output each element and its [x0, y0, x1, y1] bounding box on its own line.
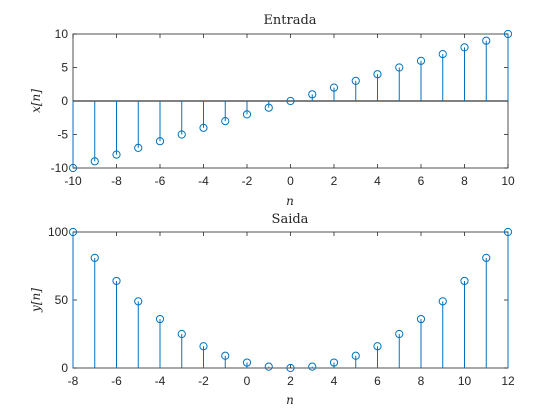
stem-marker: [286, 363, 295, 373]
stem-marker: [460, 43, 469, 52]
y-tick-label: 0: [61, 94, 68, 108]
stem-marker: [395, 329, 404, 339]
stem-marker: [155, 314, 165, 324]
chart-title: Entrada: [263, 13, 316, 28]
stem-marker: [112, 276, 121, 286]
x-tick-label: 0: [244, 374, 251, 388]
x-tick-label: 6: [418, 174, 425, 188]
plot-entrada: Entrada -10 -8 -6 -4 -2 0 2 4 6 8 10 -10 -5 0 5 10 n x[…: [29, 13, 515, 208]
stem-marker: [264, 103, 273, 112]
stem-marker: [177, 329, 186, 339]
stem-marker: [134, 143, 143, 152]
x-tick-label: 12: [501, 374, 515, 388]
stem-marker: [351, 76, 360, 86]
stem-marker: [68, 227, 78, 237]
stem-marker: [416, 56, 426, 65]
stem-marker: [482, 253, 491, 262]
x-axis-label: n: [286, 194, 294, 208]
x-tick-label: -2: [198, 374, 209, 388]
stem-marker: [199, 342, 208, 351]
x-tick-label: -6: [111, 374, 122, 388]
y-tick-label: 0: [61, 361, 68, 375]
stem-marker: [221, 117, 230, 126]
stem-marker: [329, 358, 339, 367]
y-axis-label: y[n]: [29, 288, 43, 313]
x-tick-label: 10: [501, 174, 515, 188]
x-tick-label: 2: [331, 174, 338, 188]
plot-saida: Saida -8 -6 -4 -2 0 2 4 6 8 10 12 0 50 100 n y[n]: [29, 212, 515, 407]
x-tick-label: -4: [155, 374, 166, 388]
chart-title: Saida: [272, 212, 309, 227]
y-tick-label: 10: [55, 27, 69, 41]
stem-marker: [351, 351, 360, 360]
stem-marker: [482, 36, 491, 45]
stem-marker: [308, 362, 317, 371]
y-tick-label: -5: [57, 128, 68, 142]
x-tick-label: 0: [287, 174, 294, 188]
stem-marker: [199, 123, 208, 132]
axes-frame: [72, 231, 509, 369]
x-tick-label: 8: [418, 374, 425, 388]
x-tick-label: 10: [458, 374, 472, 388]
stem-marker: [112, 150, 121, 159]
stem-marker: [395, 63, 404, 72]
x-tick-label: -4: [198, 174, 209, 188]
stem-marker: [68, 163, 78, 173]
x-tick-label: -8: [111, 174, 122, 188]
stem-marker: [221, 351, 230, 360]
stem-marker: [503, 227, 513, 237]
x-tick-label: 8: [461, 174, 468, 188]
stem-marker: [155, 137, 165, 146]
stem-marker: [373, 70, 382, 79]
y-axis-label: x[n]: [29, 89, 43, 113]
y-tick-label: 5: [61, 61, 68, 75]
y-tick-label: 100: [48, 225, 68, 239]
stem-marker: [264, 362, 273, 371]
x-tick-label: -2: [242, 174, 253, 188]
stem-marker: [90, 253, 99, 262]
stem-marker: [373, 342, 382, 351]
x-tick-label: -8: [68, 374, 79, 388]
y-tick-label: 50: [55, 293, 69, 307]
stem-marker: [460, 276, 469, 286]
stem-marker: [177, 130, 186, 139]
x-axis-label: n: [286, 393, 294, 407]
stem-marker: [503, 29, 513, 39]
stem-marker: [416, 314, 426, 324]
stem-series: -10 -8 -6 -4 -2 0 2 4 6 8 10 -10 -5 0 5 10: [51, 27, 515, 188]
x-tick-label: -6: [155, 174, 166, 188]
stem-marker: [242, 110, 252, 119]
y-tick-label: -10: [51, 161, 69, 175]
stem-marker: [242, 358, 252, 367]
x-tick-label: -10: [64, 174, 82, 188]
stem-marker: [329, 83, 339, 92]
stem-marker: [438, 297, 447, 306]
stem-marker: [90, 157, 99, 166]
x-tick-label: 6: [374, 374, 381, 388]
stem-marker: [438, 50, 447, 59]
stem-marker: [134, 297, 143, 306]
x-tick-label: 4: [374, 174, 381, 188]
x-tick-label: 2: [287, 374, 294, 388]
x-tick-label: 4: [331, 374, 338, 388]
stem-series: -8 -6 -4 -2 0 2 4 6 8 10 12 0 50 100: [48, 225, 515, 388]
stem-marker: [308, 90, 317, 99]
stem-marker: [286, 96, 295, 106]
